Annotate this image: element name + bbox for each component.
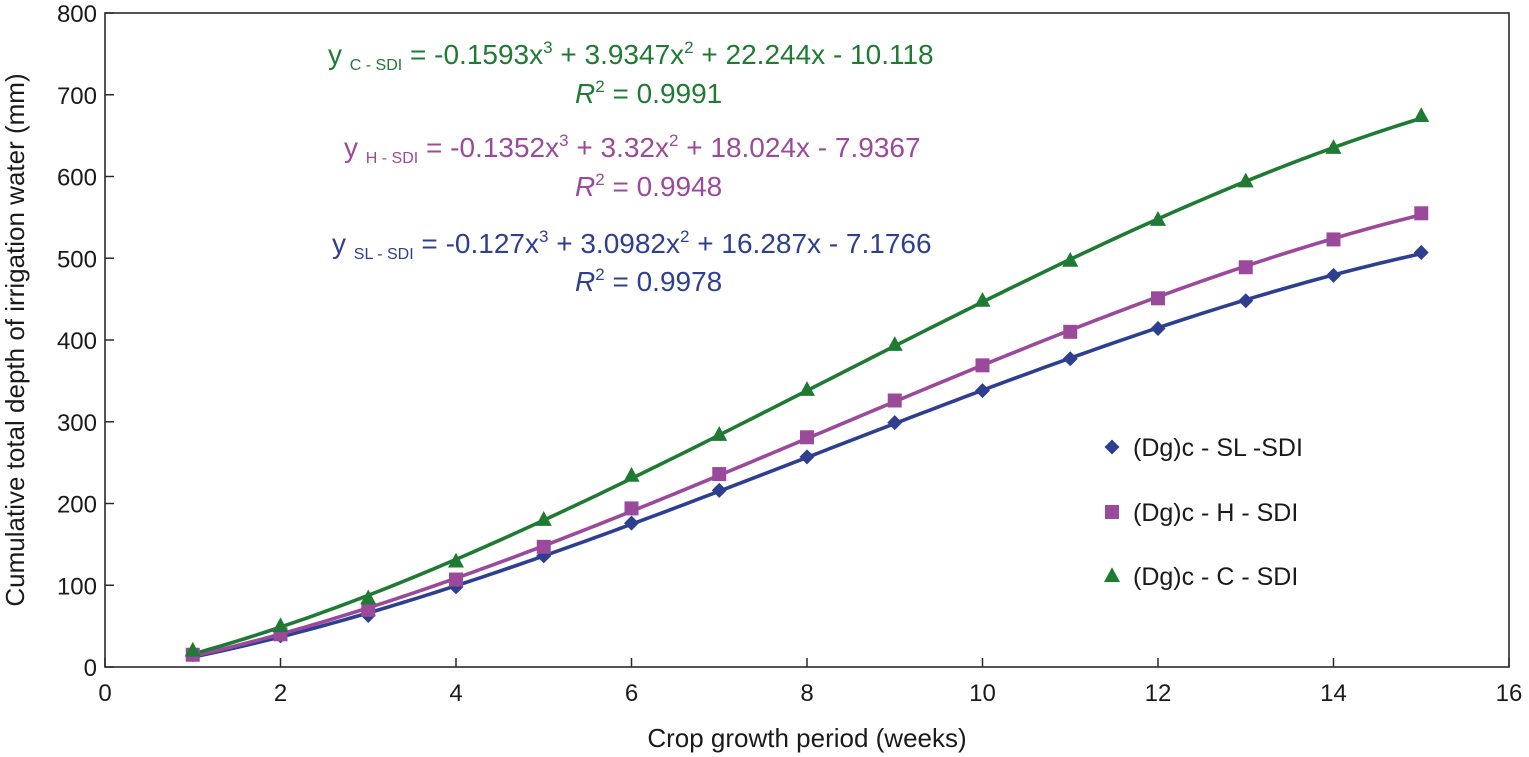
y-tick-label: 200 xyxy=(57,492,97,519)
marker-diamond xyxy=(887,415,903,431)
marker-square xyxy=(1238,260,1253,275)
marker-triangle xyxy=(184,641,201,657)
marker-triangle xyxy=(1413,107,1430,123)
marker-diamond xyxy=(975,383,990,399)
y-tick-label: 100 xyxy=(57,573,97,600)
marker-square xyxy=(1414,206,1429,221)
x-tick-label: 6 xyxy=(625,680,638,707)
r-squared-2: R2 = 0.9948 xyxy=(575,170,722,202)
marker-triangle xyxy=(711,426,728,441)
x-tick-label: 2 xyxy=(274,680,287,707)
marker-square xyxy=(361,602,376,617)
marker-square xyxy=(712,467,727,482)
y-tick-label: 0 xyxy=(84,655,97,682)
x-tick-label: 4 xyxy=(449,680,462,707)
y-tick-label: 500 xyxy=(57,246,97,273)
r-squared-1: R2 = 0.9991 xyxy=(575,77,722,109)
y-axis-title: Cumulative total depth of irrigation wat… xyxy=(0,73,30,606)
marker-square xyxy=(1063,324,1078,339)
data-markers xyxy=(184,107,1430,663)
marker-triangle xyxy=(1150,211,1166,226)
y-tick-label: 800 xyxy=(57,1,97,28)
y-tick-label: 400 xyxy=(57,328,97,355)
legend-label: (Dg)c - H - SDI xyxy=(1133,499,1298,527)
equation-1: y C - SDI = -0.1593x3 + 3.9347x2 + 22.24… xyxy=(328,38,934,74)
marker-triangle xyxy=(272,617,289,633)
marker-triangle xyxy=(974,291,991,307)
marker-triangle xyxy=(886,336,903,351)
marker-diamond xyxy=(711,482,727,498)
equation-annotations: y C - SDI = -0.1593x3 + 3.9347x2 + 22.24… xyxy=(328,38,934,297)
marker-triangle xyxy=(1237,172,1254,188)
marker-diamond xyxy=(1062,351,1078,367)
marker-square xyxy=(1326,232,1341,247)
y-tick-label: 700 xyxy=(57,83,97,110)
x-tick-label: 16 xyxy=(1496,680,1523,707)
x-axis-title: Crop growth period (weeks) xyxy=(647,723,966,753)
x-tick-label: 12 xyxy=(1145,680,1172,707)
x-tick-label: 14 xyxy=(1320,680,1347,707)
marker-square xyxy=(536,539,551,554)
y-tick-label: 300 xyxy=(57,410,97,437)
marker-square xyxy=(887,393,902,408)
marker-square xyxy=(449,572,463,587)
r-squared-3: R2 = 0.9978 xyxy=(575,265,722,297)
marker-diamond xyxy=(1413,245,1429,261)
marker-diamond xyxy=(624,515,639,531)
marker-triangle xyxy=(535,511,552,526)
marker-square xyxy=(624,501,639,516)
marker-diamond xyxy=(1326,267,1341,283)
legend-marker-diamond xyxy=(1104,439,1120,455)
legend-marker-triangle xyxy=(1104,567,1120,582)
marker-triangle xyxy=(360,589,377,605)
x-tick-label: 0 xyxy=(98,680,111,707)
legend-label: (Dg)c - C - SDI xyxy=(1133,563,1298,591)
marker-square xyxy=(975,358,990,373)
legend-marker-square xyxy=(1105,505,1119,519)
marker-square xyxy=(800,430,814,445)
y-tick-label: 600 xyxy=(57,165,97,192)
marker-triangle xyxy=(448,552,464,568)
marker-triangle xyxy=(1325,139,1342,154)
marker-triangle xyxy=(799,381,815,396)
legend-label: (Dg)c - SL -SDI xyxy=(1133,434,1303,462)
plot-frame xyxy=(104,12,1510,668)
marker-diamond xyxy=(1150,321,1166,337)
marker-square xyxy=(1151,291,1165,306)
x-tick-label: 8 xyxy=(800,680,813,707)
legend: (Dg)c - SL -SDI (Dg)c - H - SDI (Dg)c - C … xyxy=(1104,434,1303,591)
marker-diamond xyxy=(799,449,815,465)
marker-triangle xyxy=(1062,251,1079,267)
marker-triangle xyxy=(623,466,640,482)
equation-3: y SL - SDI = -0.127x3 + 3.0982x2 + 16.28… xyxy=(332,227,932,263)
x-tick-label: 10 xyxy=(969,680,996,707)
equation-2: y H - SDI = -0.1352x3 + 3.32x2 + 18.024x… xyxy=(344,131,921,167)
marker-diamond xyxy=(1238,293,1254,309)
